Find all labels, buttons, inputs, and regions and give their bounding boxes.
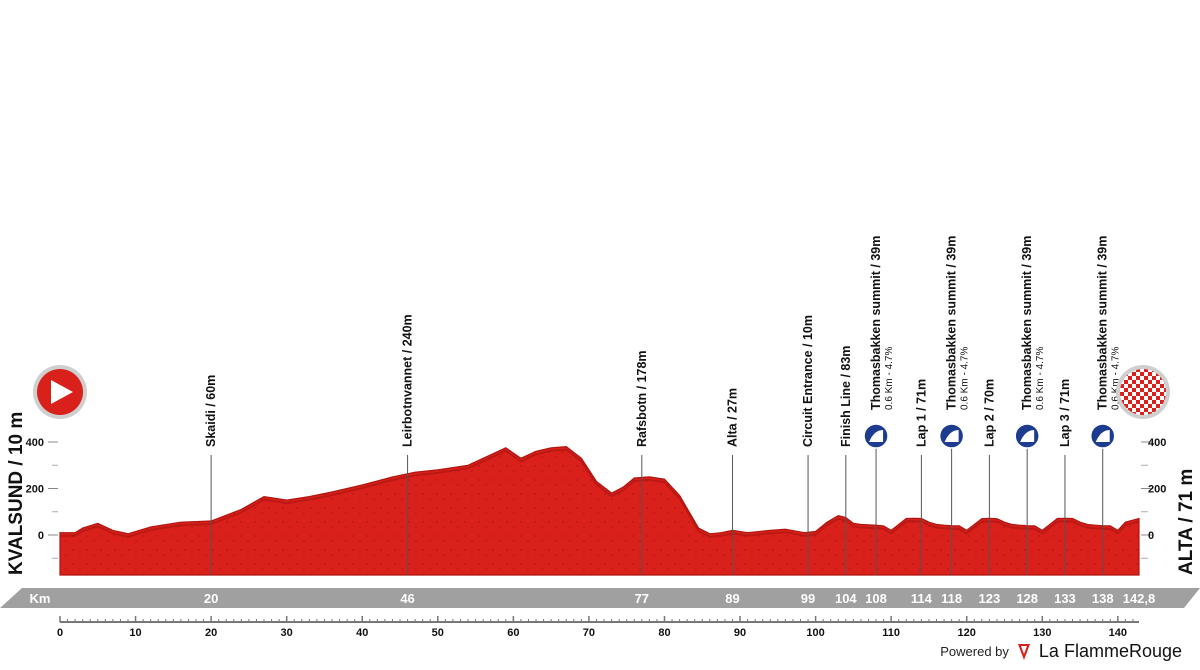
waypoint-label: Lap 2 / 70m: [982, 379, 996, 447]
waypoint: Finish Line / 83m: [839, 346, 853, 575]
y-tick-label-right: 400: [1148, 437, 1166, 449]
y-tick-label-right: 0: [1148, 530, 1154, 542]
km-marker-label: 118: [941, 591, 962, 606]
waypoint-label: Thomasbakken summit / 39m: [869, 236, 883, 410]
waypoint-sublabel: 0.6 Km - 4.7%: [884, 347, 895, 410]
waypoint-sublabel: 0.6 Km - 4.7%: [960, 347, 971, 410]
climb-slope-shape: [1020, 430, 1035, 442]
waypoint: Thomasbakken summit / 39m 0.6 Km - 4.7%: [938, 236, 971, 575]
km-marker-label: 99: [801, 591, 815, 606]
elevation-area: [59, 445, 1140, 576]
waypoint: Circuit Entrance / 10m: [801, 315, 815, 575]
finish-checkered-icon: [1120, 369, 1166, 415]
finish-location-label: ALTA / 71 m: [1176, 469, 1197, 575]
km-banner-label: Km: [30, 591, 51, 606]
y-tick-label-right: 200: [1148, 484, 1166, 496]
x-tick-label: 40: [356, 627, 368, 639]
x-tick-label: 60: [507, 627, 519, 639]
powered-by-text: Powered by: [940, 644, 1009, 659]
y-tick-label-left: 400: [26, 437, 44, 449]
waypoint: Leirbotnvannet / 240m: [401, 314, 415, 575]
brand-footer: Powered by La FlammeRouge: [940, 641, 1182, 662]
climb-slope-shape: [1095, 430, 1110, 442]
waypoint: Lap 3 / 71m: [1058, 379, 1072, 575]
x-tick-label: 130: [1033, 627, 1051, 639]
km-marker-label: 114: [911, 591, 933, 606]
waypoint: Lap 2 / 70m: [982, 379, 996, 575]
x-tick-label: 80: [658, 627, 670, 639]
waypoint: Rafsbotn / 178m: [635, 350, 649, 575]
km-banner: [0, 588, 1200, 608]
waypoint-sublabel: 0.6 Km - 4.7%: [1111, 347, 1122, 410]
waypoint: Thomasbakken summit / 39m 0.6 Km - 4.7%: [1089, 236, 1122, 575]
x-tick-label: 110: [882, 627, 900, 639]
waypoint-label: Rafsbotn / 178m: [635, 350, 649, 447]
km-marker-label: 128: [1016, 591, 1038, 606]
km-marker-label: 142,8: [1123, 591, 1156, 606]
km-marker-label: 89: [725, 591, 739, 606]
climb-slope-shape: [944, 430, 959, 442]
km-marker-label: 138: [1092, 591, 1114, 606]
waypoint-label: Finish Line / 83m: [839, 346, 853, 447]
km-marker-label: 20: [204, 591, 218, 606]
waypoint-sublabel: 0.6 Km - 4.7%: [1035, 347, 1046, 410]
km-marker-label: 46: [400, 591, 414, 606]
waypoint-label: Thomasbakken summit / 39m: [945, 236, 959, 410]
waypoint: Lap 1 / 71m: [914, 379, 928, 575]
waypoint-label: Circuit Entrance / 10m: [801, 315, 815, 447]
start-arrow-shape: [51, 380, 73, 404]
start-location-label: KVALSUND / 10 m: [6, 412, 27, 575]
x-tick-label: 70: [583, 627, 595, 639]
elevation-ridge-shade: [60, 448, 1140, 538]
waypoint-label: Leirbotnvannet / 240m: [401, 314, 415, 447]
climb-slope-shape: [869, 430, 884, 442]
brand-name-text: La FlammeRouge: [1038, 641, 1182, 661]
waypoint: Thomasbakken summit / 39m 0.6 Km - 4.7%: [1014, 236, 1046, 575]
waypoint-label: Thomasbakken summit / 39m: [1096, 236, 1110, 410]
y-tick-label-left: 200: [26, 484, 44, 496]
km-marker-label: 108: [865, 591, 887, 606]
y-tick-label-left: 0: [38, 530, 44, 542]
x-tick-label: 20: [205, 627, 217, 639]
waypoint: Skaidi / 60m: [204, 375, 218, 575]
x-tick-label: 90: [734, 627, 746, 639]
waypoint-label: Lap 3 / 71m: [1058, 379, 1072, 447]
x-tick-label: 140: [1109, 627, 1127, 639]
x-tick-label: 50: [432, 627, 444, 639]
flame-rouge-logo-icon: [1017, 643, 1030, 660]
x-tick-label: 120: [958, 627, 976, 639]
x-tick-label: 10: [129, 627, 141, 639]
x-tick-label: 100: [806, 627, 824, 639]
km-marker-label: 77: [635, 591, 649, 606]
waypoint: Thomasbakken summit / 39m 0.6 Km - 4.7%: [863, 236, 895, 575]
km-marker-label: 133: [1054, 591, 1076, 606]
waypoint-label: Thomasbakken summit / 39m: [1020, 236, 1034, 410]
km-marker-label: 104: [835, 591, 857, 606]
x-tick-label: 0: [57, 627, 63, 639]
waypoint-label: Lap 1 / 71m: [914, 379, 928, 447]
x-tick-label: 30: [281, 627, 293, 639]
waypoint-label: Alta / 27m: [725, 388, 739, 447]
waypoint-label: Skaidi / 60m: [204, 375, 218, 447]
km-marker-label: 123: [979, 591, 1001, 606]
waypoint: Alta / 27m: [725, 388, 739, 575]
